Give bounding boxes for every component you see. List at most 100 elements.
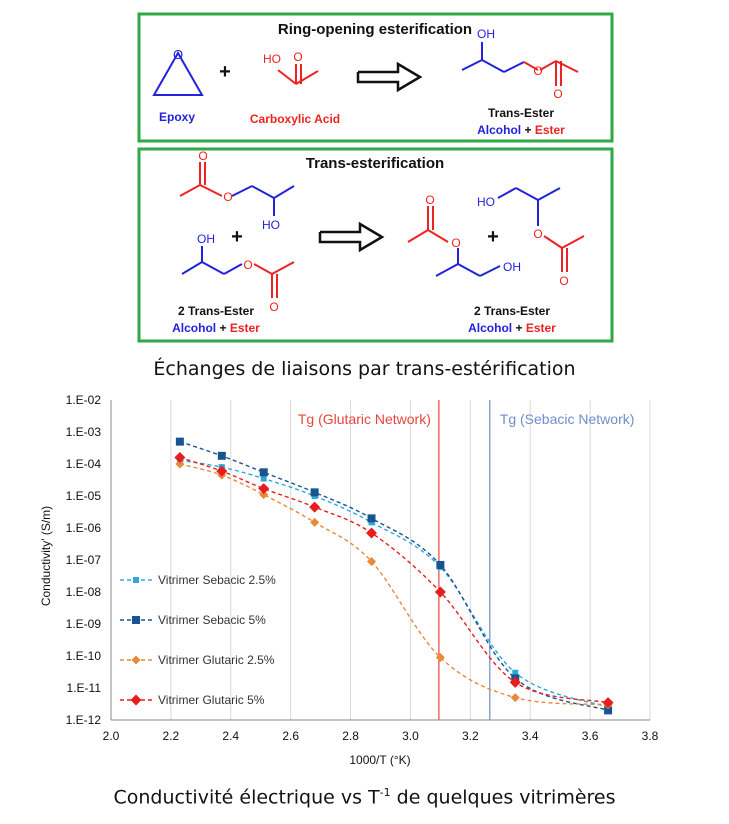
alcohol-ester-label-3: Alcohol + Ester — [468, 321, 556, 335]
reactant-label: 2 Trans-Ester — [178, 304, 254, 318]
y-tick-label: 1.E-08 — [66, 585, 102, 599]
acid-ho-label: HO — [263, 52, 281, 66]
tg-label: Tg (Glutaric Network) — [298, 411, 431, 427]
data-point — [175, 437, 184, 446]
reactant-top-carbonyl-o: O — [198, 149, 207, 163]
y-tick-label: 1.E-12 — [66, 713, 102, 727]
ring-opening-frame — [137, 12, 614, 143]
x-tick-label: 3.8 — [642, 729, 659, 743]
data-point — [510, 693, 520, 703]
data-point — [512, 669, 519, 676]
y-tick-label: 1.E-09 — [66, 617, 102, 631]
data-point — [436, 560, 445, 569]
reactant-bottom-oh: OH — [197, 232, 215, 246]
trans-ester-structure-1 — [461, 42, 579, 86]
scheme-caption: Échanges de liaisons par trans-estérific… — [153, 358, 576, 380]
legend-marker — [133, 577, 139, 583]
data-point — [434, 586, 446, 598]
reactant-ester-bottom — [181, 246, 295, 298]
data-point — [509, 676, 521, 688]
chart-legend: Vitrimer Sebacic 2.5% Vitrimer Sebacic 5%… — [120, 573, 276, 707]
reactant-bottom-ester-o: O — [243, 258, 252, 272]
reactant-bottom-carbonyl-o: O — [269, 300, 278, 314]
data-point — [259, 490, 269, 500]
data-point — [216, 465, 228, 477]
epoxy-structure — [152, 50, 204, 96]
y-tick-label: 1.E-10 — [66, 649, 102, 663]
plus-sign-2: + — [231, 226, 243, 248]
data-point — [175, 459, 185, 469]
y-tick-label: 1.E-04 — [66, 457, 102, 471]
series-2 — [175, 459, 613, 710]
data-point — [310, 517, 320, 527]
tg-lines: Tg (Glutaric Network) Tg (Sebacic Network… — [298, 400, 635, 720]
reaction-arrow-1 — [356, 61, 423, 93]
x-tick-label: 3.2 — [462, 729, 479, 743]
legend-marker — [131, 655, 141, 665]
y-tick-label: 1.E-03 — [66, 425, 102, 439]
x-tick-label: 2.0 — [103, 729, 120, 743]
tg-label: Tg (Sebacic Network) — [500, 411, 635, 427]
data-point — [602, 697, 614, 709]
product-ester-right — [497, 187, 585, 272]
trans-ester-label-1: Trans-Ester — [488, 106, 554, 120]
legend-label: Vitrimer Sebacic 2.5% — [158, 573, 276, 587]
x-axis-title: 1000/T (°K) — [349, 753, 410, 767]
alcohol-ester-label-2: Alcohol + Ester — [172, 321, 260, 335]
product-left-oh: OH — [503, 260, 521, 274]
x-tick-label: 3.0 — [402, 729, 419, 743]
data-point — [367, 514, 376, 523]
legend-label: Vitrimer Glutaric 2.5% — [158, 653, 275, 667]
data-point — [258, 483, 270, 495]
data-point — [260, 475, 267, 482]
product1-oh-label: OH — [477, 27, 495, 41]
data-point — [435, 652, 445, 662]
product1-carbonyl-o-label: O — [553, 87, 562, 101]
trans-esterification-title: Trans-esterification — [306, 155, 444, 172]
reactant-ester-top — [179, 162, 295, 216]
x-tick-label: 2.4 — [222, 729, 239, 743]
data-point — [217, 451, 226, 460]
data-point — [604, 706, 613, 715]
y-axis-title: Conductivity' (S/m) — [39, 506, 53, 606]
product-right-carbonyl-o: O — [559, 274, 568, 288]
acid-o-label: O — [293, 50, 302, 64]
trans-esterification-frame — [137, 147, 614, 343]
y-tick-label: 1.E-02 — [66, 393, 102, 407]
alcohol-ester-label-1: Alcohol + Ester — [477, 123, 565, 137]
legend-marker — [130, 694, 142, 706]
data-point — [366, 527, 378, 539]
x-tick-label: 2.8 — [342, 729, 359, 743]
data-point — [367, 556, 377, 566]
product-right-ester-o: O — [533, 227, 542, 241]
legend-item: Vitrimer Glutaric 2.5% — [120, 653, 275, 667]
product-right-ho: HO — [477, 195, 495, 209]
data-point — [309, 501, 321, 513]
chart-caption: Conductivité électrique vs T-1 de quelqu… — [113, 786, 616, 809]
x-tick-label: 3.6 — [582, 729, 599, 743]
plus-sign-3: + — [487, 226, 499, 248]
y-tick-label: 1.E-06 — [66, 521, 102, 535]
chart-grid — [170, 400, 651, 720]
epoxy-label: Epoxy — [159, 110, 195, 124]
product1-ester-o-label: O — [533, 64, 542, 78]
legend-marker — [132, 616, 140, 624]
y-tick-label: 1.E-07 — [66, 553, 102, 567]
data-point — [174, 451, 186, 463]
legend-item: Vitrimer Sebacic 5% — [120, 613, 266, 627]
chart-axes: 2.0 2.2 2.4 2.6 2.8 3.0 3.2 3.4 3.6 3.8 1.E-02 1.E-… — [66, 393, 659, 743]
carboxylic-acid-label: Carboxylic Acid — [250, 112, 340, 126]
legend-label: Vitrimer Sebacic 5% — [158, 613, 266, 627]
reaction-scheme: Ring-opening esterification O Epoxy + HO… — [137, 12, 614, 343]
reactant-top-ester-o: O — [223, 190, 232, 204]
product-left-carbonyl-o: O — [425, 193, 434, 207]
y-tick-label: 1.E-05 — [66, 489, 102, 503]
data-point — [259, 468, 268, 477]
legend-item: Vitrimer Glutaric 5% — [120, 693, 265, 707]
reaction-arrow-2 — [318, 221, 385, 253]
x-tick-label: 2.6 — [282, 729, 299, 743]
y-tick-label: 1.E-11 — [67, 681, 102, 695]
product-label: 2 Trans-Ester — [474, 304, 550, 318]
data-point — [310, 488, 319, 497]
ring-opening-title: Ring-opening esterification — [278, 21, 472, 38]
